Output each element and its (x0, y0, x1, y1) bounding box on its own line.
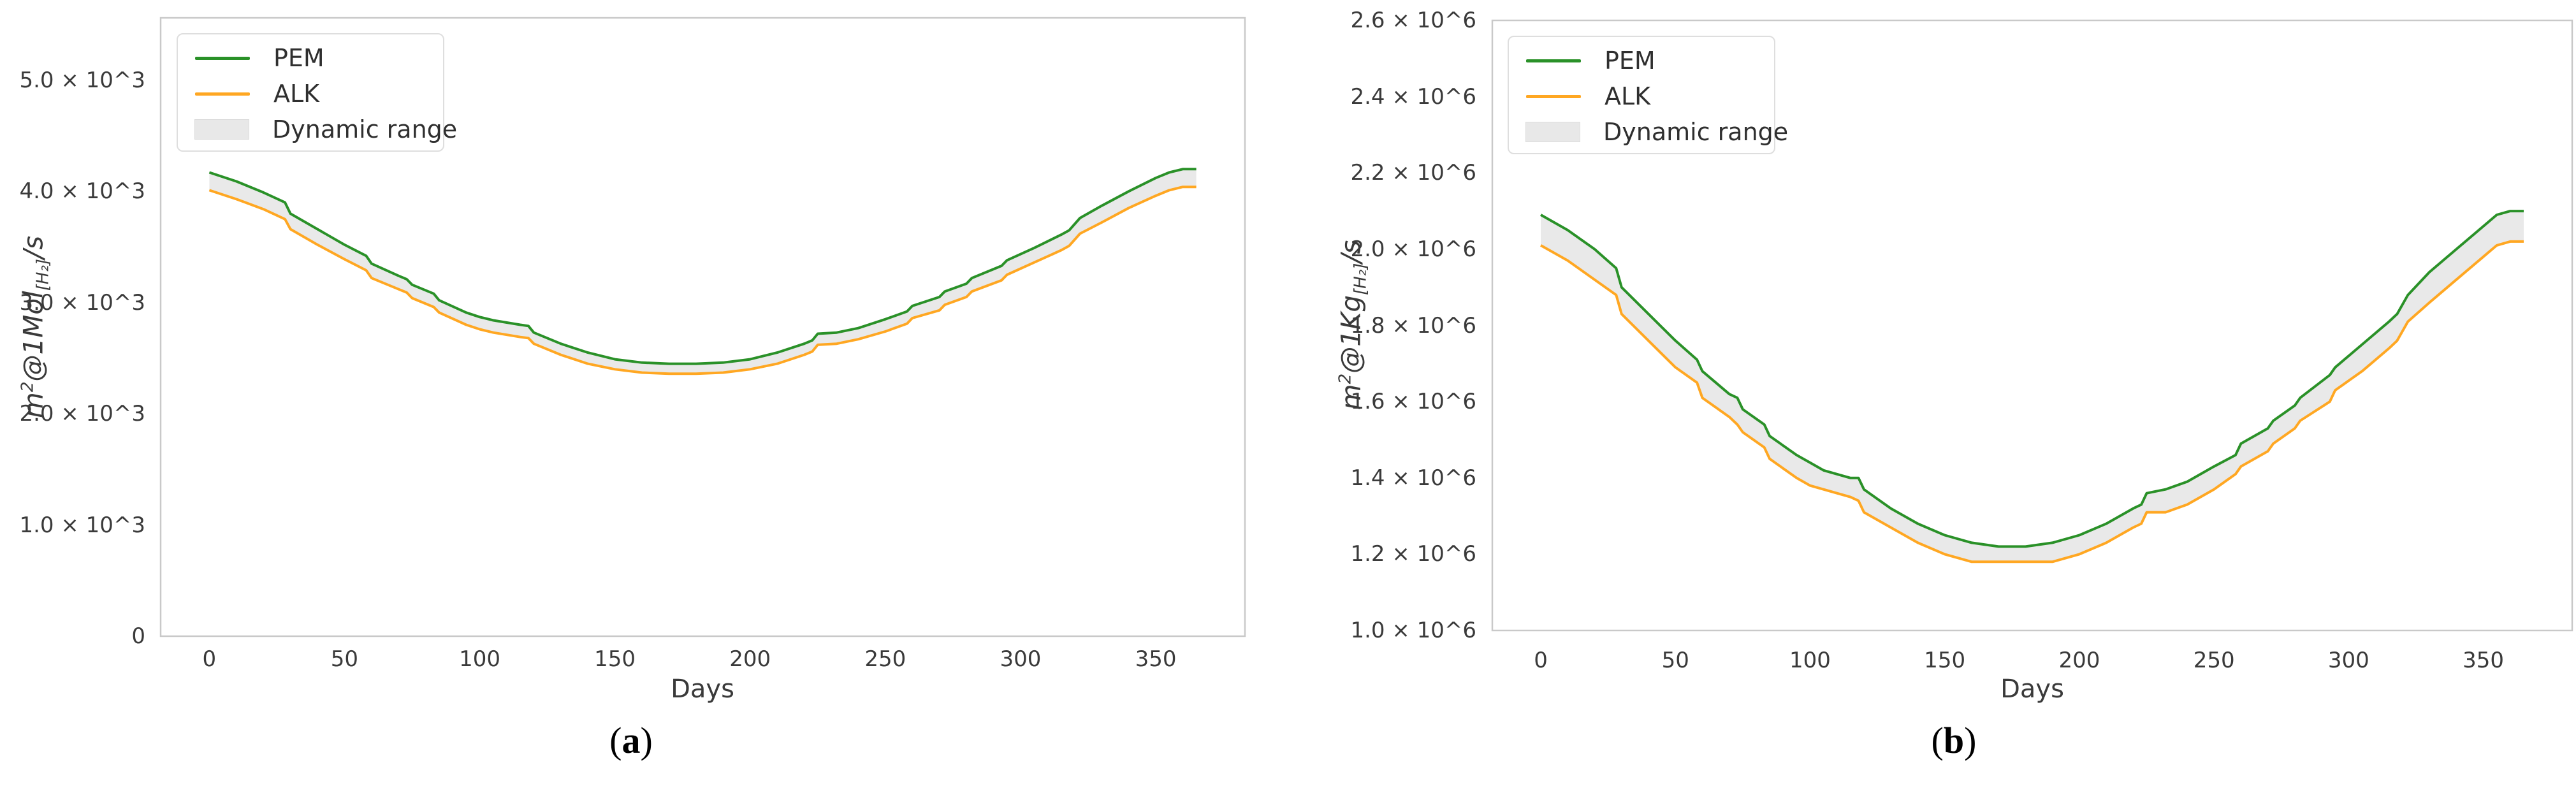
legend-item-pem: PEM (178, 40, 443, 76)
legend-item-label: Dynamic range (272, 115, 458, 143)
swatch-shape (195, 92, 250, 96)
legend-line-swatch-icon (1525, 94, 1582, 98)
panel-b-x-tick-label: 50 (1661, 648, 1689, 673)
panel-b-x-tick-label: 150 (1924, 648, 1966, 673)
panel-b-dynamic-range-band (1541, 211, 2524, 562)
panel-b-y-tick-label: 1.8 × 10^6 (1350, 312, 1476, 338)
panel-a-x-tick-label: 50 (330, 646, 359, 672)
swatch-shape (195, 56, 250, 60)
panel-b-x-tick-label: 250 (2193, 648, 2235, 673)
panel-b-y-tick-label: 2.6 × 10^6 (1350, 8, 1476, 33)
panel-a-y-tick-label: 5.0 × 10^3 (19, 67, 145, 93)
panel-a-y-tick-label: 2.0 × 10^3 (19, 401, 145, 427)
panel-b-y-tick-label: 1.0 × 10^6 (1350, 618, 1476, 643)
panel-b-y-tick-label: 2.2 × 10^6 (1350, 160, 1476, 186)
swatch-shape (194, 119, 249, 140)
label-part: b (1943, 720, 1965, 761)
panel-b-legend: PEM ALK Dynamic range (1508, 36, 1788, 154)
panel-a-x-tick-label: 250 (864, 646, 906, 672)
panel-a-x-axis-label: Days (671, 674, 734, 704)
panel-a-caption: (a) (609, 719, 653, 762)
swatch-shape (1526, 94, 1581, 98)
panel-a-series-alk-line (208, 186, 1197, 375)
panel-a-series-pem-line (208, 168, 1197, 365)
legend-line-swatch-icon (194, 92, 251, 96)
panel-a-x-tick-label: 150 (594, 646, 636, 672)
panel-a-y-tick-label: 0 (131, 623, 145, 649)
label-part: [H₂] (1351, 263, 1371, 295)
legend-line-swatch-icon (194, 56, 251, 60)
panel-b-y-tick-label: 1.2 × 10^6 (1350, 541, 1476, 567)
panel-b-y-tick-label: 1.6 × 10^6 (1350, 389, 1476, 415)
label-part: ( (1931, 720, 1944, 761)
panel-b-series-alk-line (1540, 240, 2524, 564)
panel-b-y-tick-label: 2.0 × 10^6 (1350, 236, 1476, 262)
panel-a-x-tick-label: 350 (1135, 646, 1177, 672)
panel-a-y-tick-label: 3.0 × 10^3 (19, 289, 145, 316)
panel-a-legend: PEM ALK Dynamic range (177, 33, 457, 152)
swatch-shape (1525, 122, 1580, 142)
legend-item-alk: ALK (1509, 78, 1774, 114)
label-part: /s (17, 235, 49, 259)
legend-item-label: ALK (1605, 82, 1651, 110)
panel-b-x-tick-label: 200 (2058, 648, 2100, 673)
panel-a-y-tick-label: 4.0 × 10^3 (19, 178, 145, 205)
panel-b-x-tick-label: 350 (2463, 648, 2505, 673)
legend-item-pem: PEM (1509, 43, 1774, 78)
panel-b-y-tick-label: 1.4 × 10^6 (1350, 465, 1476, 491)
panel-a-y-axis-label: m2@1Mol[H₂]/s (17, 236, 52, 418)
legend-patch-swatch-icon (1525, 122, 1580, 142)
panel-a-x-tick-label: 200 (729, 646, 771, 672)
legend-item-alk: ALK (178, 76, 443, 112)
label-part: ) (1964, 720, 1977, 761)
panel-b-y-tick-label: 2.4 × 10^6 (1350, 84, 1476, 110)
legend-item-dynamic-range: Dynamic range (178, 112, 457, 147)
legend-item-label: ALK (273, 80, 320, 108)
panel-a-x-tick-label: 300 (1000, 646, 1042, 672)
label-part: ) (640, 720, 653, 761)
legend-item-label: Dynamic range (1603, 118, 1789, 146)
legend-line-swatch-icon (1525, 59, 1582, 62)
panel-a-x-tick-label: 0 (202, 646, 217, 672)
label-part: 2 (18, 381, 38, 393)
label-part: [H₂] (33, 258, 53, 291)
panel-b-caption: (b) (1932, 719, 1977, 762)
label-part: a (622, 720, 641, 761)
label-part: ( (609, 720, 622, 761)
legend-item-label: PEM (273, 44, 324, 72)
panel-b-x-axis-label: Days (2000, 674, 2064, 704)
legend-item-label: PEM (1605, 47, 1655, 75)
panel-b-x-tick-label: 300 (2327, 648, 2369, 673)
panel-a-dynamic-range-band (209, 169, 1197, 374)
panel-a-x-tick-label: 100 (459, 646, 500, 672)
panel-a-y-tick-label: 1.0 × 10^3 (19, 512, 145, 538)
panel-b-series-pem-line (1540, 210, 2524, 548)
panel-b-x-tick-label: 100 (1789, 648, 1831, 673)
legend-item-dynamic-range: Dynamic range (1509, 114, 1788, 150)
swatch-shape (1526, 59, 1581, 62)
label-part: 2 (1335, 373, 1355, 384)
panel-b-x-tick-label: 0 (1534, 648, 1548, 673)
legend-patch-swatch-icon (194, 119, 249, 140)
